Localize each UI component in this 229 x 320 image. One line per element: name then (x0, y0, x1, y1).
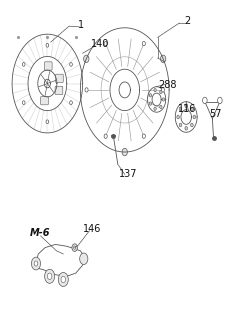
Circle shape (160, 105, 162, 108)
Circle shape (46, 44, 49, 47)
Text: 146: 146 (82, 223, 101, 234)
Circle shape (203, 97, 207, 104)
Circle shape (31, 257, 41, 270)
Circle shape (149, 94, 152, 97)
Text: 140: 140 (90, 39, 109, 49)
FancyBboxPatch shape (55, 86, 63, 94)
Circle shape (177, 115, 180, 119)
Circle shape (70, 101, 72, 105)
Circle shape (34, 261, 38, 266)
Circle shape (22, 101, 25, 105)
Circle shape (154, 89, 156, 92)
Circle shape (191, 107, 193, 111)
Circle shape (45, 269, 55, 283)
Circle shape (80, 253, 88, 265)
Circle shape (72, 244, 77, 252)
Circle shape (61, 276, 65, 283)
Text: 2: 2 (184, 16, 191, 27)
Circle shape (218, 97, 222, 104)
FancyBboxPatch shape (44, 62, 52, 70)
Text: 1: 1 (79, 20, 85, 29)
Text: 116: 116 (178, 104, 196, 114)
FancyBboxPatch shape (55, 74, 63, 83)
Circle shape (84, 55, 89, 63)
Text: 288: 288 (159, 80, 177, 90)
Circle shape (122, 148, 127, 156)
Circle shape (70, 62, 72, 66)
Circle shape (193, 115, 196, 119)
FancyBboxPatch shape (41, 97, 48, 105)
Circle shape (179, 123, 182, 127)
Text: 57: 57 (210, 109, 222, 119)
Text: M-6: M-6 (30, 228, 51, 238)
Circle shape (104, 42, 107, 46)
Circle shape (74, 246, 76, 249)
Text: 137: 137 (119, 169, 137, 179)
Circle shape (47, 273, 52, 279)
Circle shape (179, 107, 182, 111)
Circle shape (58, 272, 68, 286)
Circle shape (162, 98, 165, 101)
Circle shape (46, 120, 49, 124)
Circle shape (154, 107, 156, 110)
Circle shape (185, 104, 188, 108)
Circle shape (104, 134, 107, 138)
Circle shape (160, 90, 162, 94)
Circle shape (22, 62, 25, 66)
Circle shape (142, 42, 145, 46)
Circle shape (142, 134, 145, 138)
Circle shape (149, 102, 152, 105)
Circle shape (161, 88, 164, 92)
Circle shape (85, 88, 88, 92)
Circle shape (191, 123, 193, 127)
Circle shape (161, 55, 166, 63)
Circle shape (185, 126, 188, 130)
